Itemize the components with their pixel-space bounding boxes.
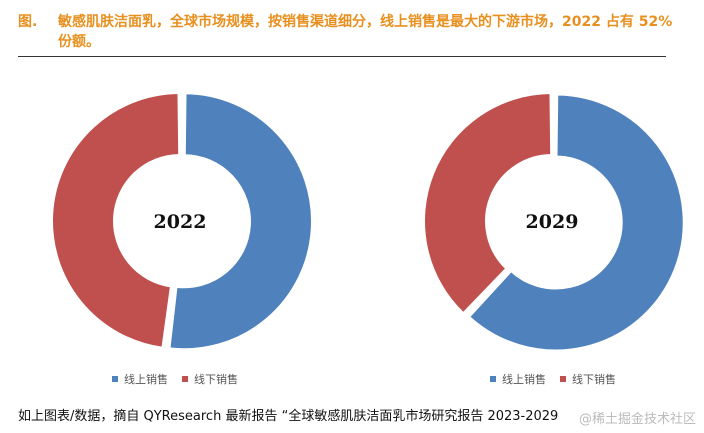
title-divider — [18, 56, 666, 57]
legend-item: 线下销售 — [560, 371, 616, 387]
legend-swatch — [112, 376, 118, 382]
center-year-label: 2029 — [526, 211, 579, 233]
legend-swatch — [182, 376, 188, 382]
legend-item: 线上销售 — [490, 371, 546, 387]
legend-label: 线下销售 — [572, 373, 616, 386]
slice-online-2029 — [467, 93, 685, 352]
legend-swatch — [490, 376, 496, 382]
figure-title-line2: 份额。 — [58, 34, 100, 50]
legend-label: 线上销售 — [502, 373, 546, 386]
legend-item: 线上销售 — [112, 371, 168, 387]
slice-online-2022 — [168, 92, 313, 351]
legend-2022: 线上销售 线下销售 — [112, 371, 252, 387]
center-year-label: 2022 — [154, 211, 207, 233]
source-note: 如上图表/数据，摘自 QYResearch 最新报告 “全球敏感肌肤洁面乳市场研… — [18, 409, 559, 424]
legend-label: 线下销售 — [194, 373, 238, 386]
legend-swatch — [560, 376, 566, 382]
legend-item: 线下销售 — [182, 371, 238, 387]
donut-chart-2029: 2029 — [423, 91, 685, 352]
figure-label: 图. — [18, 14, 38, 30]
legend-label: 线上销售 — [124, 373, 168, 386]
figure-title-line1: 敏感肌肤洁面乳，全球市场规模，按销售渠道细分，线上销售是最大的下游市场，2022… — [58, 14, 673, 30]
watermark: @稀土掘金技术社区 — [578, 412, 696, 427]
donut-chart-2022: 2022 — [51, 91, 313, 351]
legend-2029: 线上销售 线下销售 — [490, 371, 630, 387]
slice-offline-2022 — [51, 91, 181, 349]
slice-offline-2029 — [423, 91, 553, 315]
figure-title: 图. 敏感肌肤洁面乳，全球市场规模，按销售渠道细分，线上销售是最大的下游市场，20… — [18, 12, 678, 52]
